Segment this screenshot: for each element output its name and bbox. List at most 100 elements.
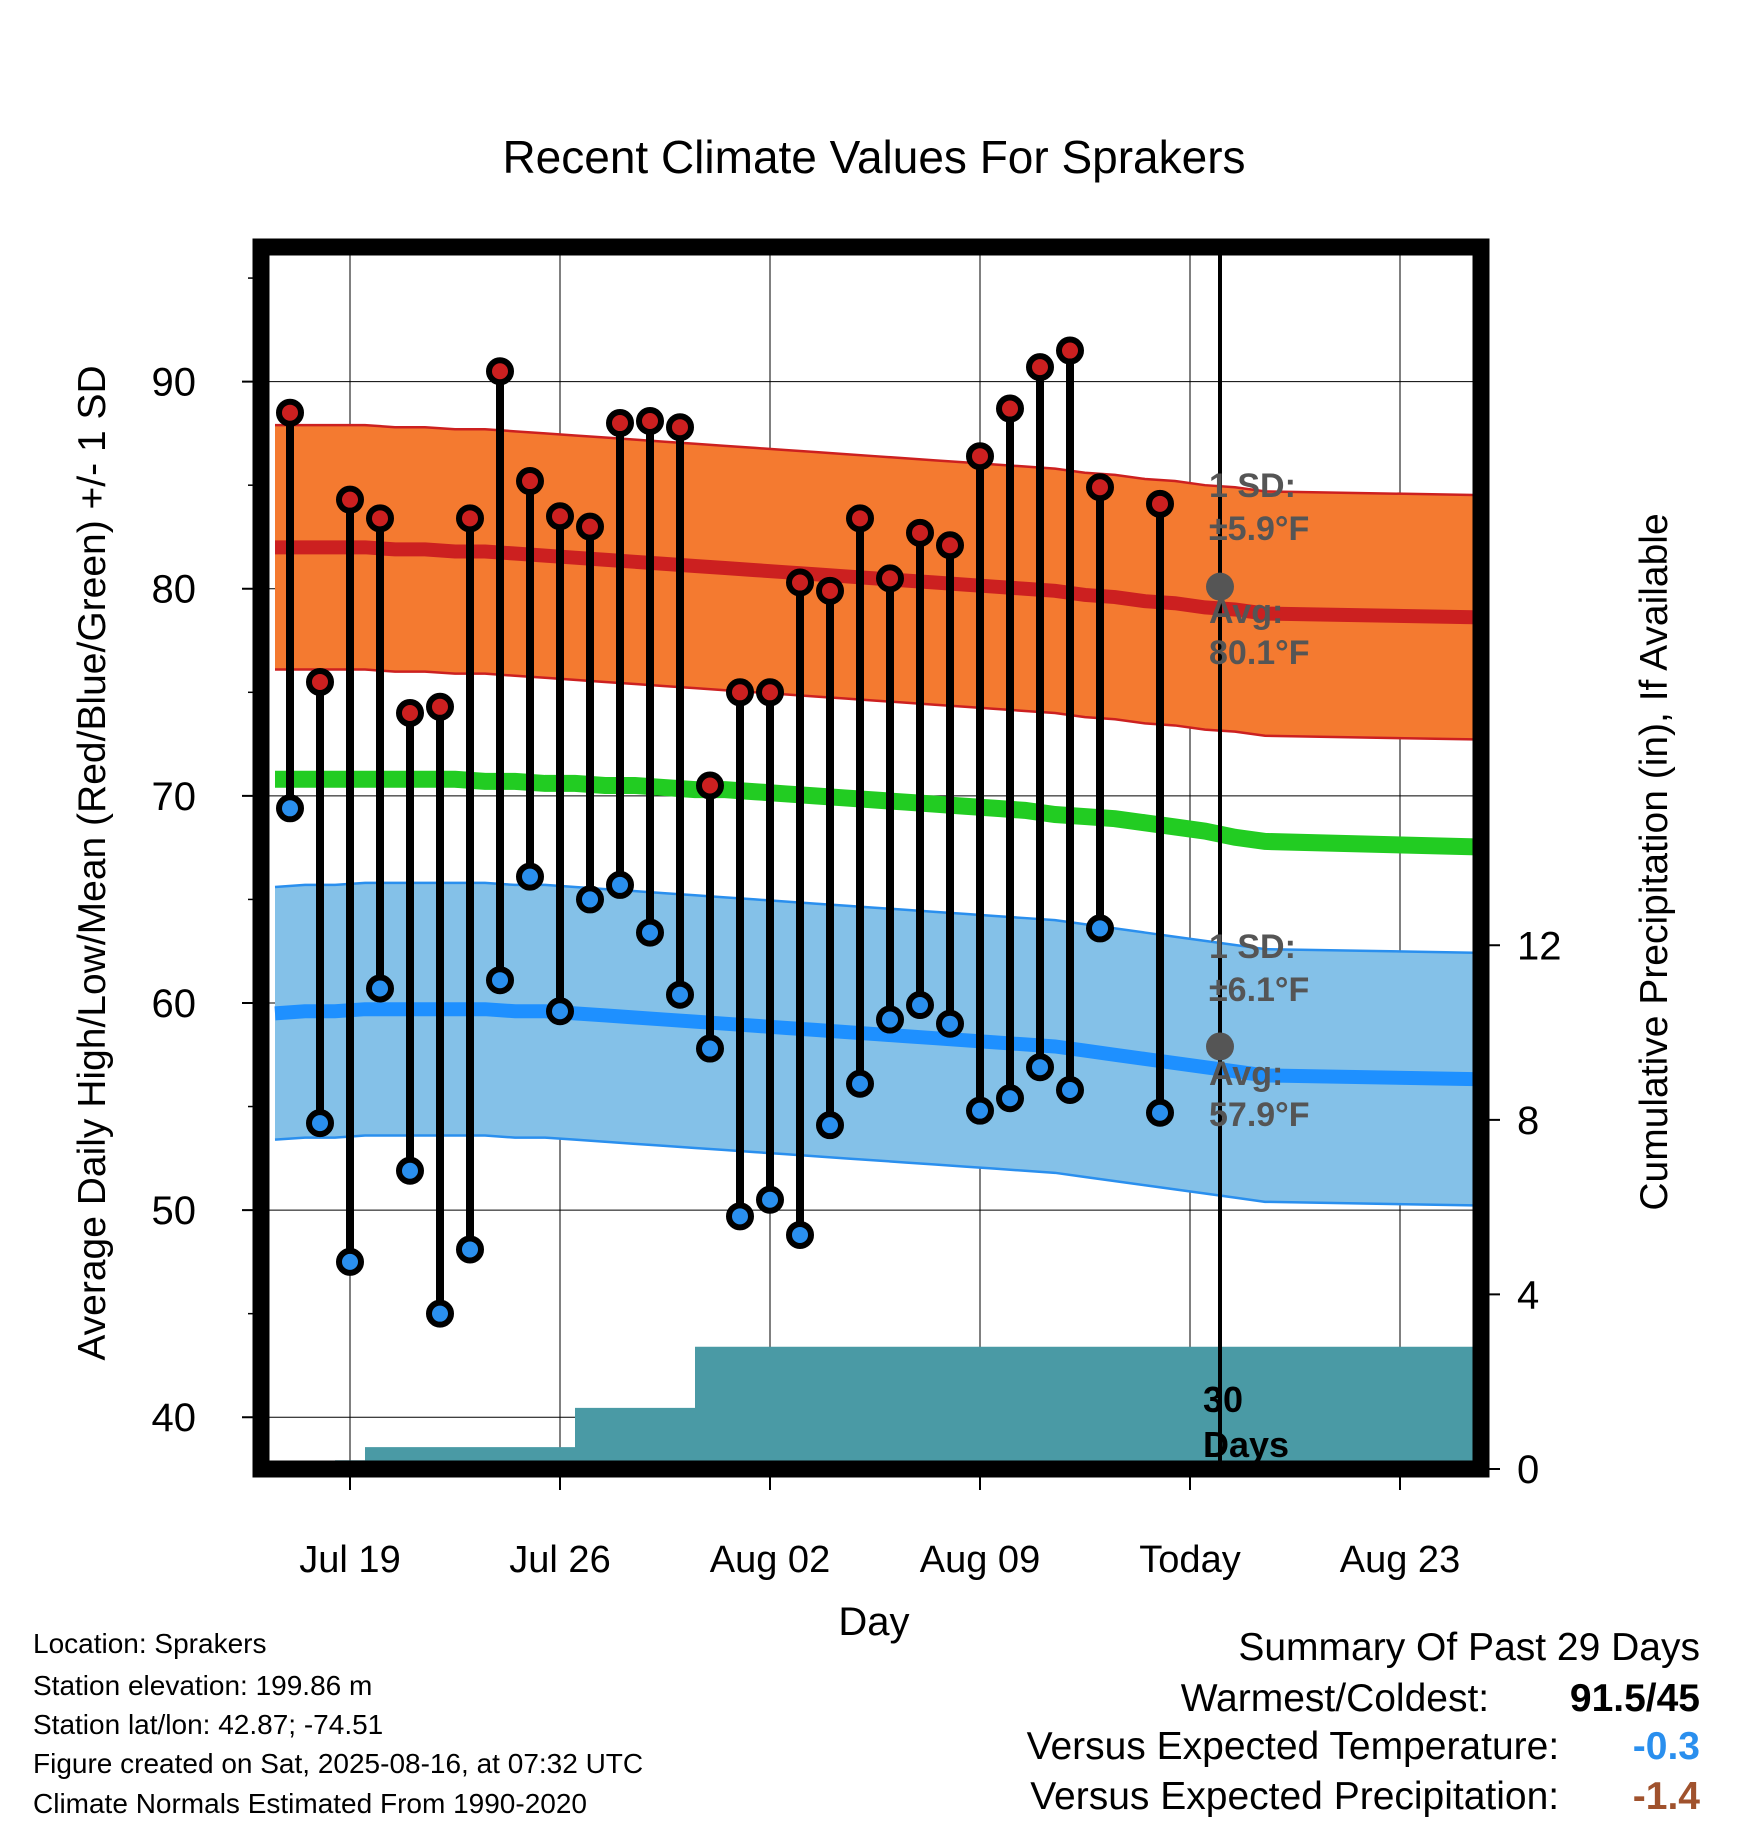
y-tick-label: 60: [152, 982, 197, 1026]
daily-high-point: [846, 504, 874, 533]
daily-high-point: [726, 678, 754, 707]
location-text: Location: Sprakers: [33, 1628, 267, 1659]
daily-low-point: [1026, 1053, 1054, 1082]
x-axis-label: Day: [838, 1600, 909, 1644]
daily-high-point: [936, 531, 964, 560]
daily-low-point: [306, 1109, 334, 1138]
daily-high-point: [786, 568, 814, 597]
daily-high-point: [576, 512, 604, 541]
low-sd-band-upper-edge: [274, 881, 1481, 955]
y-tick-label: 40: [152, 1396, 197, 1440]
y-tick-label: 70: [152, 775, 197, 819]
summary-title: Summary Of Past 29 Days: [1238, 1626, 1700, 1669]
high-avg-value: 80.1°F: [1209, 634, 1310, 672]
temp-value: -0.3: [1632, 1725, 1700, 1768]
plot-content: [261, 247, 1481, 1469]
daily-low-point: [726, 1202, 754, 1231]
low-sd-value: ±6.1°F: [1209, 971, 1309, 1009]
daily-low-point: [426, 1299, 454, 1328]
daily-high-point: [336, 485, 364, 514]
daily-low-point: [996, 1084, 1024, 1113]
daily-high-point: [426, 692, 454, 721]
daily-low-point: [666, 980, 694, 1009]
daily-low-point: [1146, 1098, 1174, 1127]
normal-low-line: [274, 1002, 1481, 1087]
normal-high-line: [275, 540, 1481, 625]
daily-high-point: [516, 467, 544, 496]
daily-low-point: [756, 1185, 784, 1214]
chart-title: Recent Climate Values For Sprakers: [502, 131, 1245, 183]
daily-low-point: [516, 862, 544, 891]
daily-high-point: [606, 409, 634, 438]
summary-precip-row: Versus Expected Precipitation: -1.4: [1030, 1777, 1700, 1816]
x-tick-label: Aug 23: [1340, 1539, 1460, 1581]
x-tick-label: Aug 09: [920, 1539, 1040, 1581]
high-sd-value: ±5.9°F: [1209, 510, 1309, 548]
daily-high-point: [1026, 353, 1054, 382]
summary-warmest-row: Warmest/Coldest: 91.5/45: [1181, 1679, 1700, 1718]
daily-low-point: [786, 1220, 814, 1249]
daily-high-point: [636, 406, 664, 435]
normal-mean-line: [275, 770, 1481, 856]
precip-area: [275, 1346, 1481, 1469]
low-sd-label: 1 SD:: [1209, 928, 1296, 966]
daily-high-point: [876, 564, 904, 593]
plot-frame: [252, 238, 1490, 1478]
daily-low-point: [486, 966, 514, 995]
low-sd-band: [275, 882, 1481, 1206]
precip-days-unit: Days: [1203, 1424, 1289, 1465]
x-tick-label: Jul 26: [509, 1539, 610, 1581]
daily-high-point: [996, 394, 1024, 423]
daily-low-point: [906, 991, 934, 1020]
y-axis-label: Average Daily High/Low/Mean (Red/Blue/Gr…: [71, 365, 114, 1360]
daily-high-point: [396, 699, 424, 728]
daily-low-point: [936, 1009, 964, 1038]
y-tick-label: 90: [152, 361, 197, 405]
daily-high-point: [966, 442, 994, 471]
daily-high-point: [1056, 336, 1084, 365]
high-sd-band-upper-edge: [275, 423, 1481, 497]
daily-high-point: [666, 413, 694, 442]
today-high-avg-dot: [1206, 572, 1234, 601]
warmest-label: Warmest/Coldest:: [1180, 1677, 1490, 1720]
daily-low-point: [576, 885, 604, 914]
elevation-text: Station elevation: 199.86 m: [33, 1670, 373, 1701]
x-tick-label: Jul 19: [299, 1539, 400, 1581]
today-low-avg-dot: [1206, 1032, 1234, 1061]
y2-tick-label: 8: [1517, 1099, 1539, 1143]
daily-high-point: [756, 678, 784, 707]
normals-text: Climate Normals Estimated From 1990-2020: [33, 1788, 587, 1819]
daily-low-point: [1086, 914, 1114, 943]
daily-low-point: [276, 794, 304, 823]
temp-label: Versus Expected Temperature:: [1026, 1725, 1560, 1768]
warmest-value: 91.5/45: [1569, 1677, 1700, 1720]
y-tick-label: 50: [152, 1189, 197, 1233]
created-text: Figure created on Sat, 2025-08-16, at 07…: [33, 1748, 644, 1779]
summary-temp-row: Versus Expected Temperature: -0.3: [1027, 1727, 1700, 1766]
low-avg-value: 57.9°F: [1209, 1096, 1310, 1134]
daily-low-point: [366, 974, 394, 1003]
daily-low-point: [396, 1156, 424, 1185]
daily-low-point: [636, 918, 664, 947]
daily-low-point: [846, 1069, 874, 1098]
daily-low-point: [336, 1247, 364, 1276]
daily-low-point: [816, 1111, 844, 1140]
daily-low-point: [1056, 1075, 1084, 1104]
latlon-text: Station lat/lon: 42.87; -74.51: [33, 1709, 384, 1740]
daily-high-point: [456, 504, 484, 533]
daily-low-point: [876, 1005, 904, 1034]
daily-low-point: [696, 1034, 724, 1063]
high-sd-label: 1 SD:: [1209, 467, 1296, 505]
y2-tick-label: 4: [1517, 1273, 1539, 1317]
daily-high-point: [906, 518, 934, 547]
low-sd-band-lower-edge: [274, 1134, 1481, 1207]
daily-high-point: [306, 667, 334, 696]
y-tick-label: 80: [152, 568, 197, 612]
y2-axis-label: Cumulative Precipitation (in), If Availa…: [1633, 513, 1676, 1210]
daily-high-point: [276, 398, 304, 427]
daily-high-point: [1086, 473, 1114, 502]
precip-value: -1.4: [1632, 1775, 1700, 1818]
low-avg-label: Avg:: [1209, 1055, 1283, 1093]
